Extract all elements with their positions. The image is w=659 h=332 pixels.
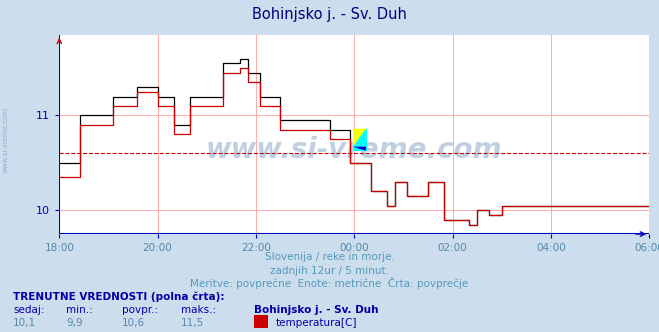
Text: Bohinjsko j. - Sv. Duh: Bohinjsko j. - Sv. Duh bbox=[254, 305, 378, 315]
Text: 10,6: 10,6 bbox=[122, 318, 145, 328]
Text: maks.:: maks.: bbox=[181, 305, 216, 315]
FancyBboxPatch shape bbox=[353, 129, 367, 151]
Text: www.si-vreme.com: www.si-vreme.com bbox=[206, 136, 502, 164]
Text: Slovenija / reke in morje.: Slovenija / reke in morje. bbox=[264, 252, 395, 262]
Text: sedaj:: sedaj: bbox=[13, 305, 45, 315]
Text: www.si-vreme.com: www.si-vreme.com bbox=[2, 106, 9, 173]
Text: Bohinjsko j. - Sv. Duh: Bohinjsko j. - Sv. Duh bbox=[252, 7, 407, 23]
Text: 9,9: 9,9 bbox=[66, 318, 82, 328]
Text: zadnjih 12ur / 5 minut.: zadnjih 12ur / 5 minut. bbox=[270, 266, 389, 276]
Polygon shape bbox=[353, 129, 366, 147]
Polygon shape bbox=[353, 147, 366, 151]
Text: TRENUTNE VREDNOSTI (polna črta):: TRENUTNE VREDNOSTI (polna črta): bbox=[13, 292, 225, 302]
Text: povpr.:: povpr.: bbox=[122, 305, 158, 315]
Text: Meritve: povprečne  Enote: metrične  Črta: povprečje: Meritve: povprečne Enote: metrične Črta:… bbox=[190, 277, 469, 289]
Text: min.:: min.: bbox=[66, 305, 93, 315]
Text: temperatura[C]: temperatura[C] bbox=[276, 318, 358, 328]
Text: 10,1: 10,1 bbox=[13, 318, 36, 328]
Text: 11,5: 11,5 bbox=[181, 318, 204, 328]
